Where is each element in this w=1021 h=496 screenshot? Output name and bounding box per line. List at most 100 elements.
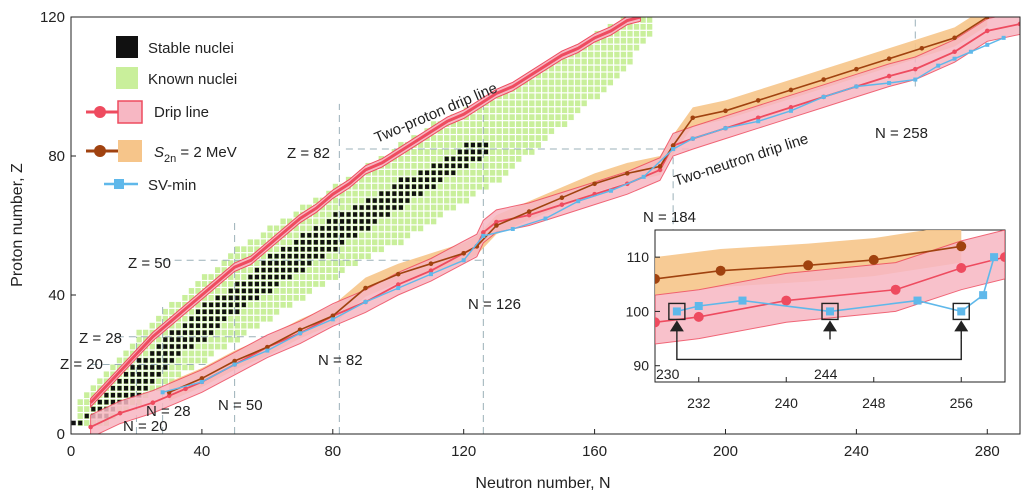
known-nucleus-cell [293,281,299,287]
stable-nucleus-cell [425,177,430,182]
s2n-line [168,17,988,394]
stable-nucleus-cell [464,156,469,162]
known-nucleus-cell [535,142,542,148]
s2n-point [788,87,794,93]
known-nucleus-cell [175,371,182,378]
known-nucleus-cell [542,93,548,100]
stable-nucleus-cell [176,337,181,342]
stable-nucleus-cell [137,372,142,377]
known-nucleus-cell [267,315,273,322]
stable-nucleus-cell [326,219,331,224]
known-nucleus-cell [77,399,83,405]
svmin-point [821,94,826,99]
stable-nucleus-cell [385,191,390,196]
stable-nucleus-cell [215,295,220,301]
known-nucleus-cell [502,114,509,121]
stable-nucleus-cell [195,309,201,315]
known-nucleus-cell [502,169,509,176]
legend-swatch-known [116,67,138,89]
stable-nucleus-cell [418,170,423,176]
s2n-point [199,376,205,381]
stable-nucleus-cell [189,337,194,342]
known-nucleus-cell [529,149,535,155]
stable-nucleus-cell [156,365,161,370]
inset-s2n-point [715,265,726,276]
known-nucleus-cell [411,218,417,225]
known-nucleus-cell [450,128,456,134]
known-nucleus-cell [535,86,542,93]
known-nucleus-cell [561,65,568,72]
stable-nucleus-cell [333,226,338,231]
known-nucleus-cell [594,44,600,51]
stable-nucleus-cell [215,323,220,328]
stable-nucleus-cell [189,323,194,328]
known-nucleus-cell [273,308,280,315]
s2n-point [690,115,696,121]
stable-nucleus-cell [274,260,279,266]
known-nucleus-cell [84,420,90,426]
known-nucleus-cell [516,142,522,148]
stable-nucleus-cell [202,337,207,342]
known-nucleus-cell [391,232,398,239]
known-nucleus-cell [581,58,587,65]
known-nucleus-cell [430,156,437,162]
known-nucleus-cell [548,86,555,93]
known-nucleus-cell [175,301,182,308]
known-nucleus-cell [607,37,614,44]
stable-nucleus-cell [438,170,443,176]
known-nucleus-cell [542,107,548,114]
known-nucleus-cell [378,176,384,183]
known-nucleus-cell [129,343,136,350]
stable-nucleus-cell [228,302,233,308]
known-nucleus-cell [516,149,522,155]
stable-nucleus-cell [163,344,168,349]
known-nucleus-cell [522,149,528,155]
known-nucleus-cell [306,267,312,273]
known-nucleus-cell [345,253,352,260]
stable-nucleus-cell [464,163,469,169]
stable-nucleus-cell [195,323,201,328]
known-nucleus-cell [574,58,581,65]
known-nucleus-cell [300,204,306,211]
stable-nucleus-cell [209,316,214,321]
known-nucleus-cell [286,288,293,294]
known-nucleus-cell [502,107,509,114]
known-nucleus-cell [339,204,345,211]
known-nucleus-cell [365,232,371,239]
known-nucleus-cell [286,218,293,225]
svmin-line [162,37,1004,393]
known-nucleus-cell [313,260,319,266]
known-nucleus-cell [588,86,594,93]
known-nucleus-cell [574,100,581,107]
known-nucleus-cell [201,343,208,350]
stable-nucleus-cell [300,267,305,273]
known-nucleus-cell [502,121,509,127]
known-nucleus-cell [463,176,470,183]
known-nucleus-cell [352,183,358,190]
known-nucleus-cell [77,406,83,412]
stable-nucleus-cell [228,288,233,294]
stable-nucleus-cell [110,392,116,398]
stable-nucleus-cell [91,406,96,412]
known-nucleus-cell [280,281,286,287]
inset-highlight-box [821,302,839,321]
known-nucleus-cell [535,114,542,121]
known-nucleus-cell [188,308,195,315]
legend-label-s2n-rest: = 2 MeV [176,144,236,161]
svmin-point [887,81,892,86]
stable-nucleus-cell [169,330,174,335]
stable-nucleus-cell [411,184,417,189]
known-nucleus-cell [457,183,463,190]
x-tick-label: 280 [975,443,1000,460]
known-nucleus-cell [594,79,600,86]
known-nucleus-cell [542,72,548,79]
known-nucleus-cell [201,274,208,280]
known-nucleus-cell [476,121,483,127]
known-nucleus-cell [450,204,456,211]
stable-nucleus-cell [398,205,403,210]
s2n-point [265,344,270,350]
known-nucleus-cell [149,343,155,350]
known-nucleus-cell [378,246,384,253]
known-nucleus-cell [332,274,339,280]
known-nucleus-cell [385,218,391,225]
